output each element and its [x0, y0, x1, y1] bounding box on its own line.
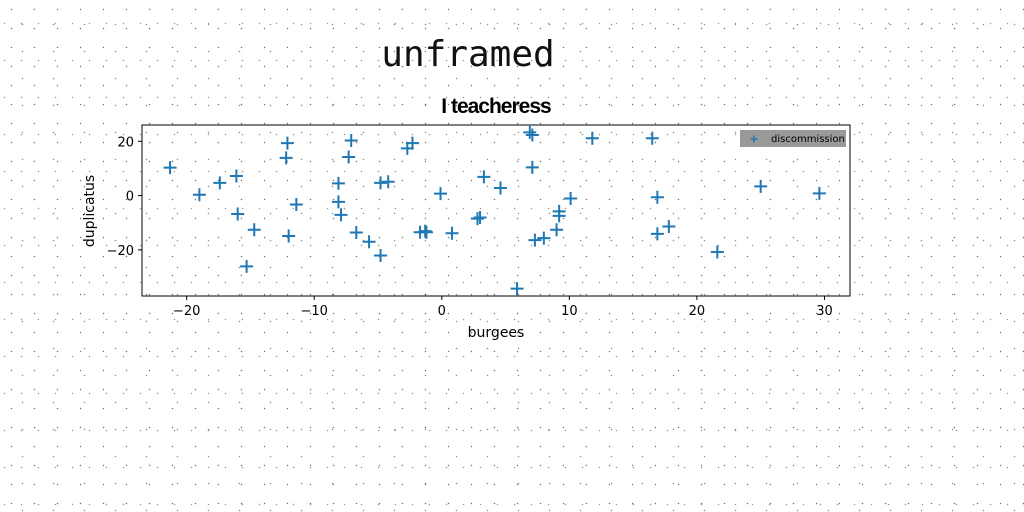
data-point	[812, 186, 826, 200]
x-axis: −20 −10 0 10 20 30	[173, 296, 833, 319]
x-tick-label: 0	[438, 304, 446, 319]
data-point	[710, 245, 724, 259]
data-point	[650, 227, 664, 241]
data-point	[525, 128, 539, 142]
data-point	[477, 170, 491, 184]
data-point	[192, 188, 206, 202]
data-point	[550, 223, 564, 237]
data-point	[564, 192, 578, 206]
x-axis-label: burgees	[468, 325, 525, 341]
data-points	[163, 125, 826, 296]
y-tick-label: 20	[117, 135, 134, 150]
data-point	[434, 187, 448, 201]
data-point	[445, 226, 459, 240]
data-point	[344, 133, 358, 147]
data-point	[331, 176, 345, 190]
data-point	[231, 207, 245, 221]
data-point	[280, 136, 294, 150]
legend-marker	[750, 135, 758, 143]
y-axis: −20 0 20	[107, 135, 142, 259]
data-point	[552, 209, 566, 223]
chart-title: I teacheress	[441, 95, 551, 118]
data-point	[240, 259, 254, 273]
plot-frame	[141, 124, 851, 297]
x-tick-label: −10	[300, 304, 327, 319]
legend: discommission	[740, 130, 846, 147]
data-point	[523, 125, 537, 139]
x-tick-label: −20	[173, 304, 200, 319]
data-point	[374, 249, 388, 263]
data-point	[645, 131, 659, 145]
data-point	[419, 225, 433, 239]
legend-box	[740, 130, 846, 147]
data-point	[163, 161, 177, 175]
data-point	[229, 169, 243, 183]
data-point	[493, 181, 507, 195]
data-point	[418, 224, 432, 238]
x-tick-label: 20	[689, 304, 706, 319]
data-point	[585, 131, 599, 145]
page-heading: unframed	[381, 34, 555, 75]
y-axis-label: duplicatus	[82, 175, 98, 247]
data-point	[213, 176, 227, 190]
legend-marker-glyph	[750, 135, 758, 143]
legend-entry-label: discommission	[771, 134, 845, 145]
data-point	[381, 175, 395, 189]
data-point	[362, 235, 376, 249]
data-point	[374, 176, 388, 190]
y-tick-label: −20	[107, 244, 134, 259]
x-tick-label: 10	[561, 304, 578, 319]
data-point	[247, 223, 261, 237]
data-point	[473, 211, 487, 225]
data-point	[525, 160, 539, 174]
data-point	[662, 220, 676, 234]
y-tick-label: 0	[126, 190, 134, 205]
data-point	[510, 282, 524, 296]
data-point	[528, 233, 542, 247]
x-tick-label: 30	[816, 304, 833, 319]
data-point	[282, 229, 296, 243]
data-point	[289, 198, 303, 212]
data-point	[650, 190, 664, 204]
data-point	[754, 179, 768, 193]
data-point	[279, 151, 293, 165]
data-point	[537, 231, 551, 245]
data-point	[405, 136, 419, 150]
data-point	[471, 212, 485, 226]
data-point	[331, 195, 345, 209]
data-point	[349, 225, 363, 239]
data-point	[334, 208, 348, 222]
data-point	[342, 150, 356, 164]
